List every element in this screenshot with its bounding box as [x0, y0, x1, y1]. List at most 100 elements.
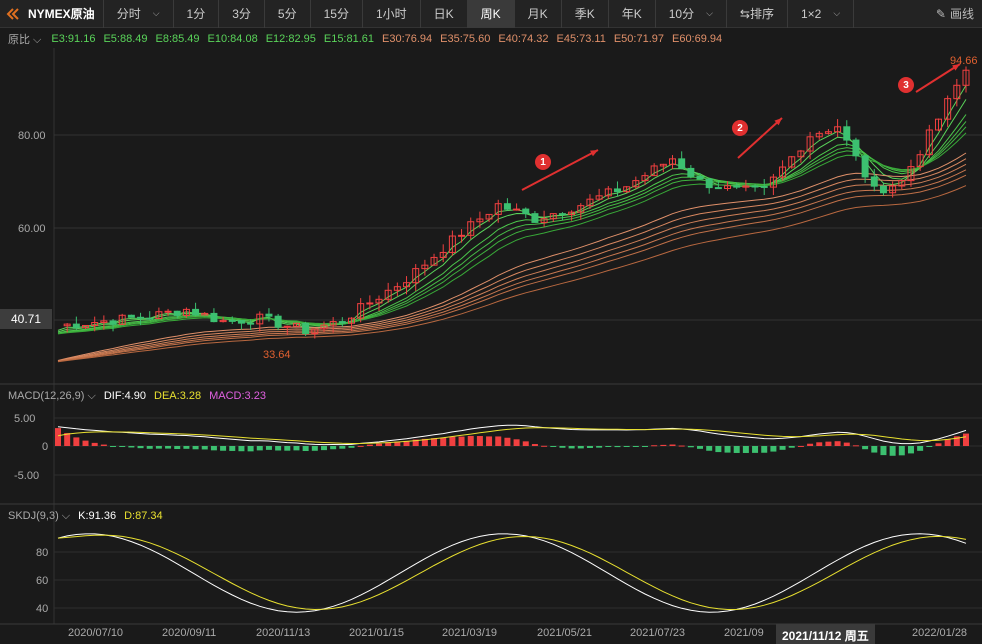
toolbar: NYMEX原油 分时 ⌵ 1分 3分 5分 15分 1小时 日K 周K 月K 季K 年K 10分 ⌵ ⇆ 排… [0, 0, 982, 28]
macd-bar [192, 446, 199, 450]
period-tab-5[interactable]: 1小时 [363, 0, 421, 28]
candle-body [192, 308, 200, 316]
ma-legend: 原比 ⌵ E3:91.16 E5:88.49 E8:85.49 E10:84.08 E1… [0, 30, 722, 48]
kdj-legend: SKDJ(9,3) ⌵ K:91.36 D:87.34 [8, 510, 163, 523]
candle-body [421, 264, 429, 270]
candle-body [641, 175, 649, 182]
period-tab-2[interactable]: 3分 [219, 0, 265, 28]
ma-line [57, 163, 967, 362]
macd-bar [862, 446, 869, 450]
candle-body [439, 251, 447, 258]
candle-body [962, 69, 970, 86]
macd-bar [825, 441, 832, 446]
candle-body [669, 158, 677, 165]
instrument-title[interactable]: NYMEX原油 [24, 0, 104, 28]
candle-body [870, 176, 878, 187]
candle-body [824, 131, 832, 134]
ma-value-10: E50:71.97 [613, 33, 664, 45]
candle-body [531, 213, 539, 223]
candle-body [678, 158, 686, 169]
macd-bar [366, 444, 373, 446]
candle-body [834, 126, 842, 133]
candle-body [329, 321, 337, 326]
macd-bar [880, 446, 887, 456]
macd-bar [559, 446, 566, 448]
kdj-tick-label: 80 [36, 547, 48, 559]
period-tab-11[interactable]: 10分 ⌵ [656, 0, 727, 28]
ma-line [57, 85, 967, 331]
candle-body [513, 208, 521, 211]
candle-body [127, 314, 135, 318]
x-tick-label: 2021/05/21 [537, 627, 593, 639]
macd-bar [770, 446, 777, 452]
draw-line-button[interactable]: ✎ 画线 [935, 6, 974, 22]
period-tab-6[interactable]: 日K [421, 0, 468, 28]
candle-body [375, 298, 383, 304]
candle-body [72, 323, 80, 329]
candle-body [155, 311, 163, 320]
period-tab-1[interactable]: 1分 [174, 0, 220, 28]
kdj-title[interactable]: SKDJ(9,3) ⌵ [8, 510, 71, 522]
macd-bar [128, 446, 135, 448]
back-icon[interactable] [0, 0, 24, 28]
macd-bar [586, 446, 593, 448]
period-tab-10[interactable]: 年K [609, 0, 656, 28]
marker-3[interactable]: 3 [898, 77, 914, 93]
arrow-head [590, 150, 598, 157]
x-tick-label: 2020/11/13 [256, 627, 311, 639]
macd-bar [210, 446, 217, 451]
x-axis: 2020/07/10 2020/09/11 2020/11/13 2021/01/15… [0, 624, 982, 644]
candle-body [173, 310, 181, 316]
macd-title[interactable]: MACD(12,26,9) ⌵ [8, 390, 96, 402]
macd-bar [275, 446, 282, 451]
period-tab-9[interactable]: 季K [562, 0, 609, 28]
candle-body [182, 308, 190, 316]
period-tab-8[interactable]: 月K [515, 0, 562, 28]
x-tick-label: 2020/07/10 [68, 627, 124, 639]
ma-selector[interactable]: 原比 ⌵ [8, 34, 42, 46]
macd-bar [183, 446, 190, 449]
trend-arrow [737, 117, 783, 159]
macd-bar [201, 446, 208, 450]
period-tab-13[interactable]: 1×2 ⌵ [788, 0, 855, 28]
candle-body [852, 139, 860, 157]
candle-body [760, 185, 768, 188]
macd-bar [293, 446, 300, 451]
period-tab-7[interactable]: 周K [467, 0, 515, 28]
candle-body [788, 156, 796, 168]
macd-bar [871, 446, 878, 453]
macd-bar [779, 446, 786, 450]
macd-bar [339, 446, 346, 449]
macd-bar [91, 442, 98, 446]
macd-bar [797, 445, 804, 447]
candle-body [907, 166, 915, 182]
dif-line [57, 424, 967, 446]
macd-bar [834, 441, 841, 446]
ma-line [57, 132, 967, 335]
marker-1[interactable]: 1 [535, 154, 551, 170]
marker-2[interactable]: 2 [732, 120, 748, 136]
trend-arrow [521, 149, 599, 191]
macd-bar [421, 438, 428, 446]
ma-value-5: E15:81.61 [323, 33, 375, 45]
ma-line [57, 169, 967, 362]
candle-body [338, 321, 346, 324]
candle-body [164, 310, 172, 313]
macd-bar [742, 446, 749, 453]
candle-body [430, 256, 438, 266]
macd-bar [550, 446, 557, 447]
macd-bar [495, 436, 502, 446]
period-tab-0[interactable]: 分时 ⌵ [104, 0, 174, 28]
candle-body [210, 312, 218, 323]
candle-body [357, 303, 365, 319]
period-tab-4[interactable]: 15分 [311, 0, 363, 28]
period-tab-12[interactable]: ⇆ 排序 [727, 0, 788, 28]
candle-body [366, 302, 374, 305]
macd-bar [82, 440, 89, 446]
period-tab-3[interactable]: 5分 [265, 0, 311, 28]
macd-bar [715, 446, 722, 453]
candle-body [889, 185, 897, 194]
ma-value-0: E3:91.16 [51, 33, 96, 45]
candle-body [861, 155, 869, 178]
